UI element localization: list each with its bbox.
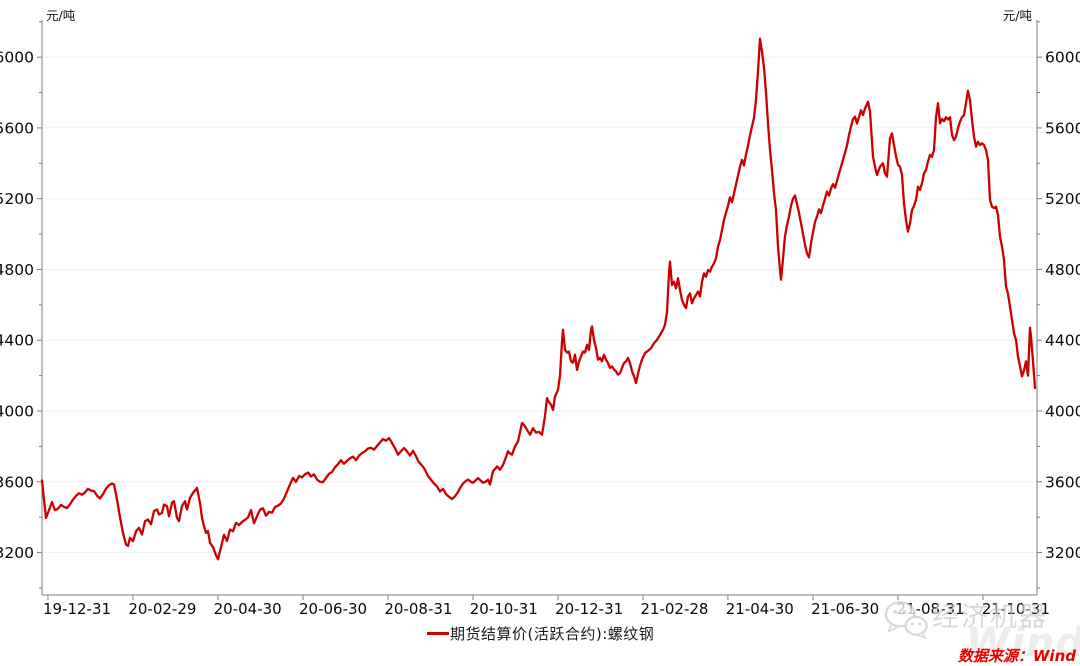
y-axis-label-left: 4400 — [0, 332, 34, 350]
y-axis-label-right: 5200 — [1045, 190, 1080, 208]
x-axis-label: 20-06-30 — [299, 600, 367, 618]
y-axis-unit-right: 元/吨 — [1002, 8, 1032, 23]
x-axis-label: 21-10-31 — [982, 600, 1050, 618]
x-axis-label: 21-06-30 — [811, 600, 879, 618]
x-axis-label: 20-10-31 — [470, 600, 538, 618]
legend: 期货结算价(活跃合约):螺纹钢 — [427, 624, 655, 643]
y-axis-label-left: 3200 — [0, 544, 34, 562]
y-axis-label-right: 6000 — [1045, 49, 1080, 67]
x-axis-label: 21-08-31 — [896, 600, 964, 618]
legend-label: 期货结算价(活跃合约):螺纹钢 — [450, 624, 655, 643]
y-axis-label-left: 6000 — [0, 49, 34, 67]
y-axis-label-left: 4800 — [0, 261, 34, 279]
x-axis-label: 20-12-31 — [555, 600, 623, 618]
x-axis-label: 19-12-31 — [43, 600, 111, 618]
y-axis-label-right: 4800 — [1045, 261, 1080, 279]
y-axis-label-right: 3200 — [1045, 544, 1080, 562]
x-axis-label: 21-02-28 — [640, 600, 708, 618]
y-axis-unit-left: 元/吨 — [46, 8, 76, 23]
y-axis-label-right: 3600 — [1045, 473, 1080, 491]
y-axis-label-left: 4000 — [0, 403, 34, 421]
x-axis-label: 20-08-31 — [384, 600, 452, 618]
y-axis-label-left: 5600 — [0, 119, 34, 137]
y-axis-label-right: 5600 — [1045, 119, 1080, 137]
y-axis-label-left: 3600 — [0, 473, 34, 491]
x-axis-label: 20-04-30 — [214, 600, 282, 618]
data-source-credit: 数据来源：Wind — [957, 647, 1076, 665]
price-line-series — [40, 37, 1037, 561]
x-axis-label: 21-04-30 — [726, 600, 794, 618]
legend-line-swatch — [427, 631, 449, 635]
y-axis-label-right: 4000 — [1045, 403, 1080, 421]
y-axis-label-left: 5200 — [0, 190, 34, 208]
y-axis-label-right: 4400 — [1045, 332, 1080, 350]
x-axis-label: 20-02-29 — [128, 600, 196, 618]
